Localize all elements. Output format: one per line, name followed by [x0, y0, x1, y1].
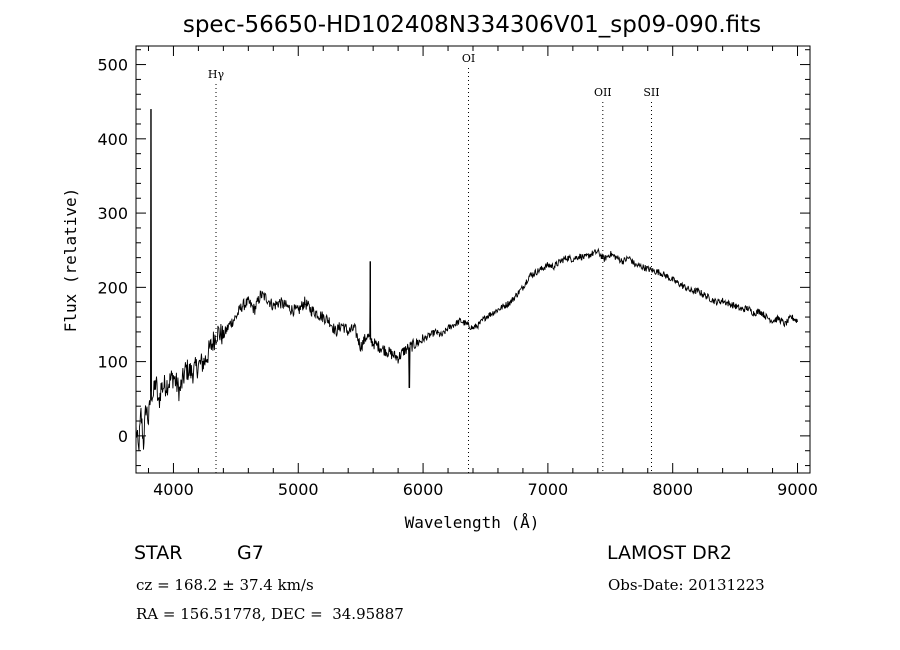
chart-title: spec-56650-HD102408N334306V01_sp09-090.f…	[183, 12, 761, 38]
object-class: STAR	[134, 542, 183, 564]
x-tick-label: 9000	[777, 480, 818, 499]
spectrum-line	[135, 109, 798, 452]
emission-line-label: Hγ	[208, 68, 225, 81]
y-tick-label: 100	[97, 353, 128, 372]
axis-ticks: 4000 5000 6000 7000 8000 9000 0 100 200 300 400 500	[97, 46, 818, 499]
emission-line-label: OI	[462, 52, 475, 65]
obs-date: Obs-Date: 20131223	[608, 576, 765, 594]
x-tick-label: 5000	[278, 480, 319, 499]
spectral-subclass: G7	[237, 542, 264, 564]
coordinates-text: RA = 156.51778, DEC = 34.95887	[136, 605, 404, 623]
y-tick-label: 400	[97, 130, 128, 149]
spectrum-data	[135, 109, 798, 452]
x-tick-label: 6000	[403, 480, 444, 499]
y-axis-label: Flux (relative)	[61, 188, 80, 333]
redshift-text: cz = 168.2 ± 37.4 km/s	[136, 576, 314, 594]
y-tick-label: 500	[97, 56, 128, 75]
plot-frame	[135, 45, 811, 474]
x-tick-label: 7000	[528, 480, 569, 499]
x-tick-label: 4000	[153, 480, 194, 499]
y-tick-label: 300	[97, 204, 128, 223]
emission-line-label: SII	[643, 86, 659, 99]
x-axis-label: Wavelength (Å)	[405, 513, 540, 532]
emission-line-markers: Hγ OI OII SII	[208, 52, 660, 473]
emission-line-label: OII	[594, 86, 612, 99]
y-tick-label: 200	[97, 278, 128, 297]
y-tick-label: 0	[118, 427, 128, 446]
survey-name: LAMOST DR2	[607, 542, 732, 564]
x-tick-label: 8000	[652, 480, 693, 499]
